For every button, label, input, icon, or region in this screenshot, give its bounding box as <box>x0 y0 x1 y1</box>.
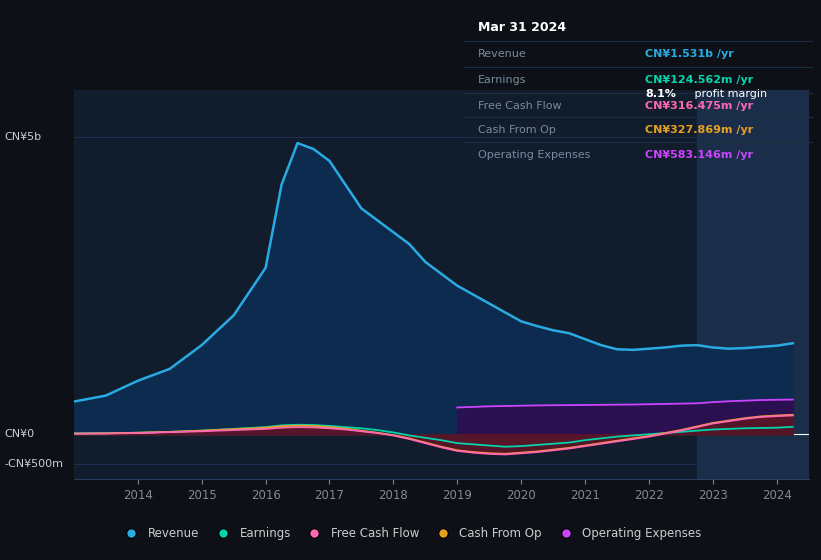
Text: CN¥0: CN¥0 <box>4 429 34 439</box>
Text: Revenue: Revenue <box>478 49 526 59</box>
Text: CN¥1.531b /yr: CN¥1.531b /yr <box>645 49 734 59</box>
Text: Operating Expenses: Operating Expenses <box>478 150 590 160</box>
Text: CN¥316.475m /yr: CN¥316.475m /yr <box>645 101 754 111</box>
Text: Mar 31 2024: Mar 31 2024 <box>478 21 566 34</box>
Text: Free Cash Flow: Free Cash Flow <box>478 101 562 111</box>
Legend: Revenue, Earnings, Free Cash Flow, Cash From Op, Operating Expenses: Revenue, Earnings, Free Cash Flow, Cash … <box>115 522 706 545</box>
Text: CN¥124.562m /yr: CN¥124.562m /yr <box>645 75 754 85</box>
Text: profit margin: profit margin <box>690 90 767 100</box>
Text: CN¥327.869m /yr: CN¥327.869m /yr <box>645 125 754 135</box>
Text: CN¥5b: CN¥5b <box>4 132 41 142</box>
Text: CN¥583.146m /yr: CN¥583.146m /yr <box>645 150 754 160</box>
Text: Earnings: Earnings <box>478 75 526 85</box>
Bar <box>697 90 809 479</box>
Text: Cash From Op: Cash From Op <box>478 125 556 135</box>
Text: -CN¥500m: -CN¥500m <box>4 459 63 469</box>
Text: 8.1%: 8.1% <box>645 90 677 100</box>
